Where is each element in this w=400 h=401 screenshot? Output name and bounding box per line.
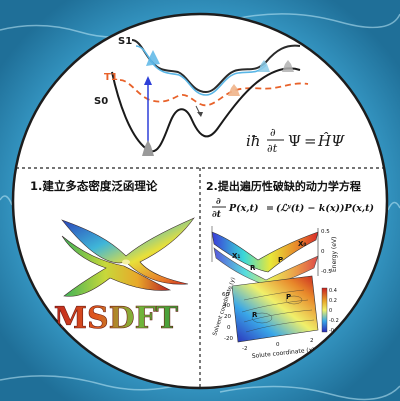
msdft-logo: MSDFT xyxy=(54,301,179,336)
surface-label-x1: X₁ xyxy=(232,252,240,260)
eq-psi: Ψ xyxy=(288,132,301,150)
surface-label-x0: X₀ xyxy=(298,240,306,248)
contour-y-tick-0: 60 xyxy=(222,292,229,298)
energy-tick-bottom: -0.5 xyxy=(321,269,332,275)
contour-y-tick-3: 0 xyxy=(227,325,231,331)
surface-label-r: R xyxy=(250,264,256,272)
s1-wavepacket-a xyxy=(146,50,160,66)
left-panel-title: 1.建立多态密度泛函理论 xyxy=(30,179,158,193)
excitation-arrowhead xyxy=(144,76,152,85)
contour-map xyxy=(231,275,319,343)
surface-upper xyxy=(211,231,319,273)
eq-partial: ∂ xyxy=(270,126,276,139)
eq-rhs: ĤΨ xyxy=(317,132,345,150)
contour-label-r: R xyxy=(252,311,258,319)
contour-lines xyxy=(241,289,315,333)
intersection-point xyxy=(122,259,130,265)
keq-frac-bottom: ∂t xyxy=(212,210,222,220)
colorbar-tick-2: 0 xyxy=(329,308,332,314)
free-energy-contour-plot: R P 0.4 0.2 0 -0.2 -0.4 60 40 20 0 -20 S… xyxy=(212,275,339,360)
energy-axis-label: Energy (eV) xyxy=(331,237,338,272)
s1-wavepacket-b xyxy=(258,60,270,72)
keq-equals: = xyxy=(266,203,274,214)
right-panel-title: 2.提出遍历性破缺的动力学方程 xyxy=(206,179,361,193)
colorbar-tick-0: 0.4 xyxy=(329,288,337,294)
energy-tick-top: 0.5 xyxy=(321,229,330,235)
t1-curve xyxy=(119,79,309,107)
energy-surface-plot: X₀ X₁ R P 0.5 0 -0.5 Energy (eV) xyxy=(211,226,338,287)
colorbar xyxy=(321,287,328,333)
contour-x-tick-1: 0 xyxy=(276,342,280,348)
colorbar-tick-3: -0.2 xyxy=(329,318,339,324)
s0-wavepacket xyxy=(142,140,154,156)
energy-tick-mid: 0 xyxy=(321,249,325,255)
contour-y-tick-4: -20 xyxy=(224,336,233,342)
potential-energy-diagram: S1 T1 S0 xyxy=(94,36,309,156)
keq-frac-top: ∂ xyxy=(216,197,221,207)
t1-label: T1 xyxy=(104,72,118,83)
kinetic-equation: ∂ ∂t P(x,t) = (ℒʸ(t) − k(x))P(x,t) xyxy=(212,197,374,220)
schrodinger-equation: iħ ∂ ∂t Ψ = ĤΨ xyxy=(246,126,345,155)
s0-wavepacket-b xyxy=(282,60,294,72)
conical-intersection-surface xyxy=(61,217,195,297)
eq-partial-t: ∂t xyxy=(267,142,278,155)
relaxation-arrowhead xyxy=(197,112,203,117)
t1-wavepacket xyxy=(228,84,240,96)
contour-x-tick-2: 2 xyxy=(310,338,314,344)
contour-y-tick-1: 40 xyxy=(223,303,230,309)
colorbar-tick-1: 0.2 xyxy=(329,298,337,304)
contour-label-p: P xyxy=(286,293,291,301)
surface-label-p: P xyxy=(278,256,283,264)
eq-equals: = xyxy=(304,132,317,150)
colorbar-tick-4: -0.4 xyxy=(329,328,339,334)
s1-label: S1 xyxy=(118,36,132,47)
keq-rhs: (ℒʸ(t) − k(x))P(x,t) xyxy=(276,203,374,214)
lower-sheet xyxy=(61,235,172,297)
s0-label: S0 xyxy=(94,96,108,107)
eq-prefix: iħ xyxy=(246,132,260,150)
surface-lower xyxy=(213,247,319,287)
keq-lhs: P(x,t) xyxy=(228,203,259,214)
contour-y-tick-2: 20 xyxy=(224,314,231,320)
contour-x-tick-0: -2 xyxy=(242,346,247,352)
